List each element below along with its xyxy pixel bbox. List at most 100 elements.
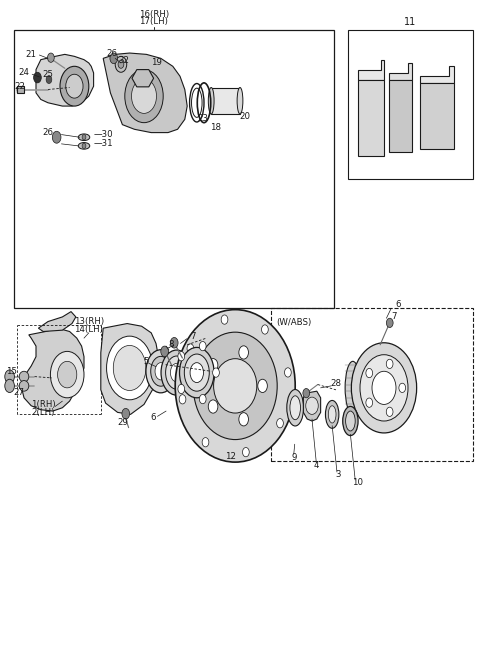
Circle shape xyxy=(258,379,267,392)
Text: 7: 7 xyxy=(190,332,196,341)
Text: 9: 9 xyxy=(291,453,297,462)
Polygon shape xyxy=(389,63,412,80)
Text: 26: 26 xyxy=(106,48,117,58)
Polygon shape xyxy=(303,391,321,421)
Text: 8: 8 xyxy=(168,340,174,349)
Circle shape xyxy=(372,371,396,404)
Ellipse shape xyxy=(155,363,167,380)
Text: —31: —31 xyxy=(94,139,113,149)
Ellipse shape xyxy=(146,349,176,392)
Circle shape xyxy=(276,418,283,428)
Circle shape xyxy=(303,389,310,398)
Text: (W/ABS): (W/ABS) xyxy=(276,318,311,328)
Circle shape xyxy=(187,344,194,353)
Circle shape xyxy=(170,337,178,348)
Ellipse shape xyxy=(345,361,360,414)
Ellipse shape xyxy=(166,356,188,389)
Circle shape xyxy=(221,315,228,324)
Ellipse shape xyxy=(151,356,171,386)
Text: 3: 3 xyxy=(336,469,341,479)
Circle shape xyxy=(66,74,83,98)
Text: 13(RH): 13(RH) xyxy=(74,317,104,326)
Ellipse shape xyxy=(290,396,300,420)
Text: 20: 20 xyxy=(240,112,250,121)
Text: 4: 4 xyxy=(314,461,320,470)
Circle shape xyxy=(199,394,206,404)
Text: 12: 12 xyxy=(225,452,236,461)
Polygon shape xyxy=(22,328,84,411)
Text: 11: 11 xyxy=(404,17,417,27)
Ellipse shape xyxy=(180,347,214,398)
Ellipse shape xyxy=(214,359,257,413)
Ellipse shape xyxy=(184,354,209,391)
Circle shape xyxy=(52,131,61,143)
Text: 27: 27 xyxy=(14,388,24,397)
Circle shape xyxy=(132,79,156,113)
Text: 7: 7 xyxy=(391,312,396,321)
Circle shape xyxy=(46,76,52,84)
Circle shape xyxy=(239,346,249,359)
Circle shape xyxy=(34,72,41,83)
Text: 29: 29 xyxy=(117,418,128,428)
Circle shape xyxy=(60,66,89,106)
Circle shape xyxy=(208,359,218,372)
Circle shape xyxy=(179,394,186,404)
Ellipse shape xyxy=(287,389,303,426)
Ellipse shape xyxy=(190,363,204,383)
Circle shape xyxy=(366,369,372,378)
Polygon shape xyxy=(36,54,94,106)
Text: 21: 21 xyxy=(25,50,36,59)
Text: 25: 25 xyxy=(43,70,53,80)
Circle shape xyxy=(118,60,124,68)
Text: 6: 6 xyxy=(396,300,401,310)
Ellipse shape xyxy=(19,381,29,391)
Circle shape xyxy=(199,341,206,351)
Circle shape xyxy=(82,135,86,140)
Ellipse shape xyxy=(325,400,339,428)
Ellipse shape xyxy=(343,406,358,436)
Circle shape xyxy=(107,336,153,400)
Circle shape xyxy=(113,345,146,391)
Circle shape xyxy=(115,56,127,72)
Polygon shape xyxy=(103,53,187,133)
Ellipse shape xyxy=(328,406,336,423)
Circle shape xyxy=(48,53,54,62)
Text: 28: 28 xyxy=(331,379,341,388)
Circle shape xyxy=(202,438,209,447)
Text: 14(LH): 14(LH) xyxy=(74,325,103,334)
Text: 17(LH): 17(LH) xyxy=(139,17,168,27)
Text: 1(RH): 1(RH) xyxy=(31,400,56,409)
Polygon shape xyxy=(420,83,454,149)
Circle shape xyxy=(360,355,408,421)
Circle shape xyxy=(262,325,268,334)
Text: 18: 18 xyxy=(210,123,220,133)
Text: 16(RH): 16(RH) xyxy=(139,10,168,19)
Circle shape xyxy=(58,361,77,388)
Bar xyxy=(14,30,334,308)
Circle shape xyxy=(5,379,14,392)
Text: 23: 23 xyxy=(198,113,209,123)
Circle shape xyxy=(386,318,393,328)
Circle shape xyxy=(239,412,249,426)
Ellipse shape xyxy=(237,88,243,114)
Circle shape xyxy=(351,343,417,433)
Circle shape xyxy=(213,368,219,377)
Circle shape xyxy=(122,408,130,419)
Text: 10: 10 xyxy=(352,478,363,487)
Text: 6: 6 xyxy=(151,413,156,422)
Circle shape xyxy=(386,407,393,416)
Circle shape xyxy=(5,370,14,383)
Polygon shape xyxy=(101,324,158,414)
Text: 22: 22 xyxy=(14,82,25,91)
Polygon shape xyxy=(358,60,384,80)
Polygon shape xyxy=(389,80,412,152)
Circle shape xyxy=(386,359,393,369)
Polygon shape xyxy=(38,312,76,332)
Text: —30: —30 xyxy=(94,130,113,139)
Ellipse shape xyxy=(19,371,29,382)
Circle shape xyxy=(366,398,372,407)
Ellipse shape xyxy=(78,134,90,141)
Circle shape xyxy=(125,70,163,123)
Circle shape xyxy=(399,383,406,392)
Ellipse shape xyxy=(346,411,355,431)
